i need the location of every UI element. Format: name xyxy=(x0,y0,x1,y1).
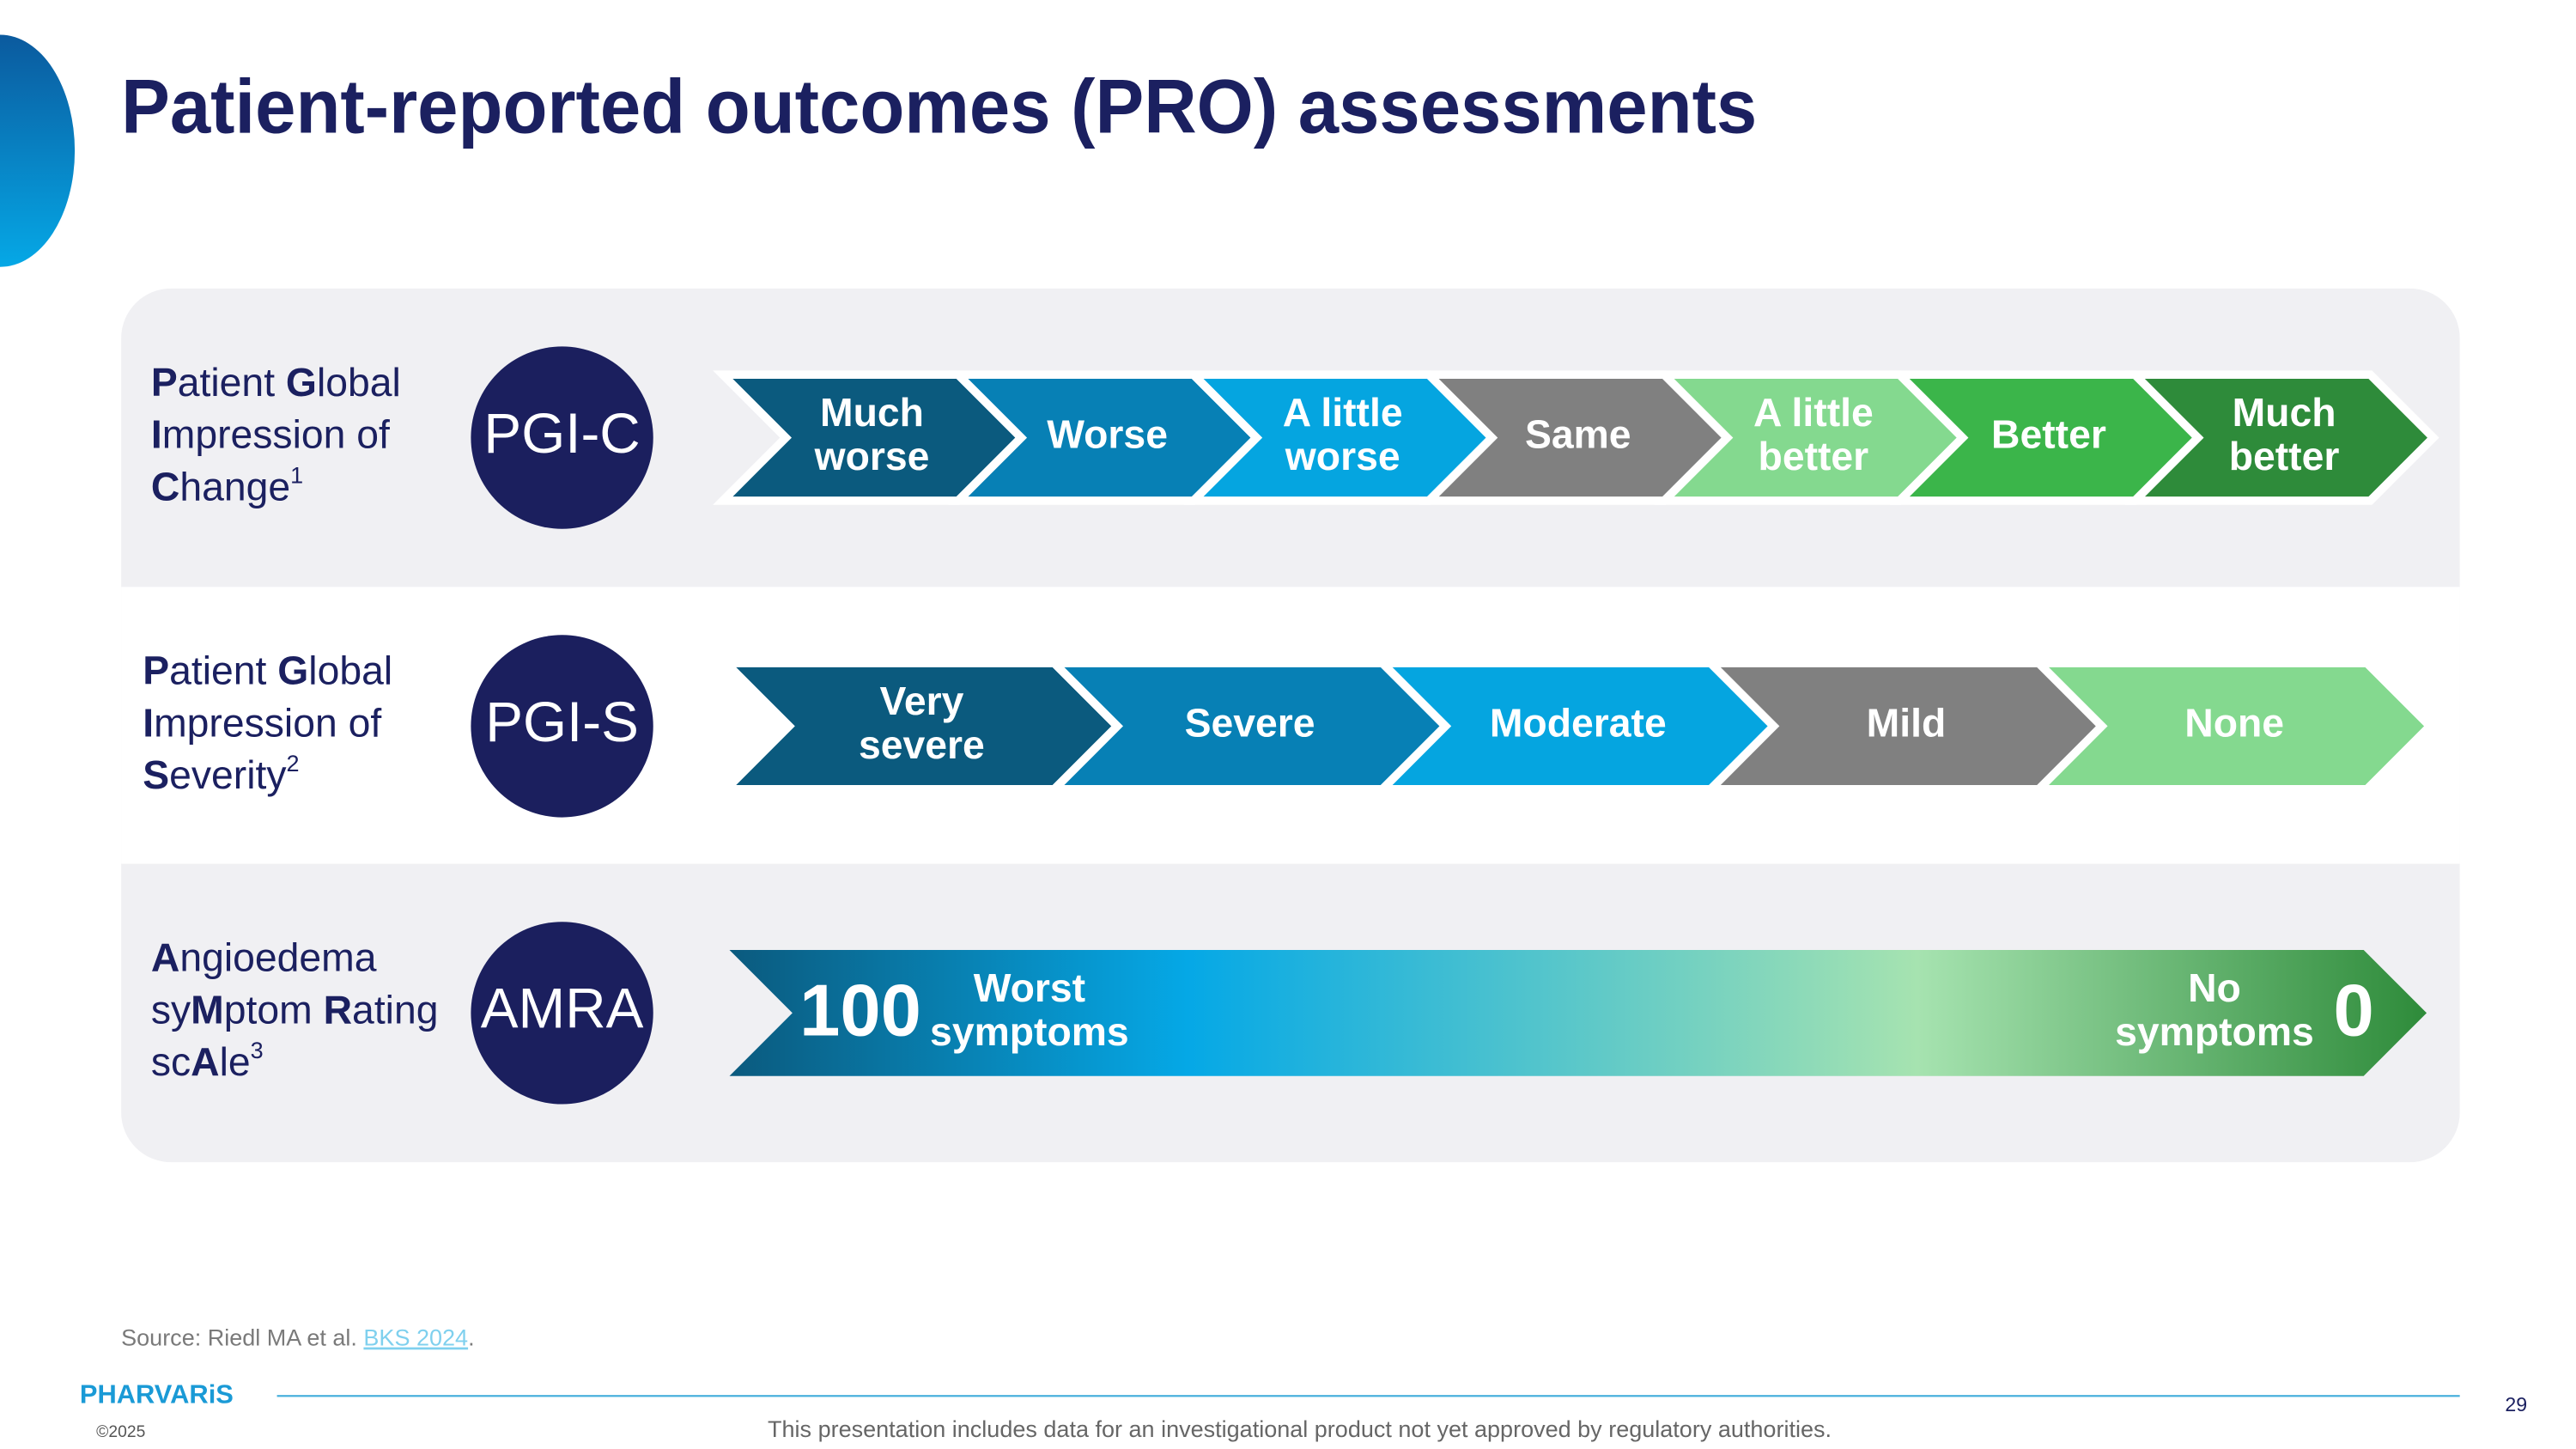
label-segment: atient xyxy=(178,360,286,405)
chevron-label: A little worse xyxy=(1283,390,1403,478)
chevron-label-line: Very xyxy=(879,679,963,723)
logo: PHARVARiS xyxy=(80,1379,234,1409)
scale-right-text: No symptoms xyxy=(2115,965,2314,1054)
chevron-label-line: Much xyxy=(820,390,924,435)
chevron-label: Better xyxy=(1991,412,2106,457)
badge-circle xyxy=(471,922,653,1105)
chevron-label-line: None xyxy=(2184,701,2284,746)
scale-left-text-line: Worst xyxy=(974,965,1085,1010)
badge-text: PGI-C xyxy=(483,402,640,465)
chevron-label: Moderate xyxy=(1490,701,1667,746)
source-text: Source: Riedl MA et al. xyxy=(121,1325,363,1351)
label-segment: ating xyxy=(352,988,438,1032)
chevron-label-line: Much xyxy=(2233,390,2336,435)
scale-right-text-line: symptoms xyxy=(2115,1009,2314,1054)
copyright: ©2025 xyxy=(96,1423,145,1441)
label-segment: 3 xyxy=(251,1038,264,1063)
scale-right-text-line: No xyxy=(2188,965,2241,1010)
label-segment: atient xyxy=(169,648,277,693)
label-segment: 1 xyxy=(290,463,303,489)
scale-left-text: Worst symptoms xyxy=(930,965,1129,1054)
label-segment: lobal xyxy=(317,360,401,405)
row-label: Angioedema syMptom Rating scAle3 xyxy=(151,935,439,1085)
page-number: 29 xyxy=(2505,1393,2527,1416)
badge-circle xyxy=(471,635,653,818)
label-segment: G xyxy=(277,648,308,693)
label-segment: mpression of xyxy=(154,701,381,746)
chevron-label-line: Worse xyxy=(1047,412,1168,457)
label-segment: everity xyxy=(169,752,287,797)
chevron-label-line: worse xyxy=(814,434,930,478)
badge-text: AMRA xyxy=(481,977,644,1040)
label-segment: sy xyxy=(151,988,191,1032)
row-label: Patient Global Impression of Change1 xyxy=(151,360,401,509)
label-segment: ngioedema xyxy=(179,935,376,980)
scale-left-text-line: symptoms xyxy=(930,1009,1129,1054)
chevron-label-line: Severe xyxy=(1185,701,1315,746)
chevron-label-line: severe xyxy=(859,722,985,767)
label-segment: lobal xyxy=(308,648,392,693)
badge-text: PGI-S xyxy=(485,691,639,753)
label-segment: R xyxy=(324,988,352,1032)
badge-circle xyxy=(471,346,653,529)
title: Patient-reported outcomes (PRO) assessme… xyxy=(121,64,1757,149)
chevron-label-line: A little xyxy=(1283,390,1403,435)
label-segment: sc xyxy=(151,1039,191,1084)
chevron xyxy=(2124,370,2439,505)
chevron-label-line: A little xyxy=(1753,390,1874,435)
label-segment: le xyxy=(220,1039,251,1084)
chevron-label: None xyxy=(2184,701,2284,746)
chevron xyxy=(2028,659,2436,794)
label-segment: A xyxy=(151,935,179,980)
chevron-label-line: worse xyxy=(1285,434,1400,478)
source-end: . xyxy=(468,1325,475,1351)
disclaimer: This presentation includes data for an i… xyxy=(768,1416,1832,1442)
chevron-label-line: better xyxy=(1759,434,1869,478)
chevron-label-line: better xyxy=(2229,434,2340,478)
chevron-label: Much worse xyxy=(814,390,930,478)
label-segment: 2 xyxy=(287,751,300,776)
chevron-label-line: Same xyxy=(1525,412,1631,457)
corner-decoration xyxy=(0,34,76,267)
source: Source: Riedl MA et al. BKS 2024. xyxy=(121,1325,474,1351)
chevron-label: Much better xyxy=(2229,390,2340,478)
chevron-label-line: Better xyxy=(1991,412,2106,457)
label-segment: G xyxy=(286,360,317,405)
chevron-label: Very severe xyxy=(859,679,985,767)
label-segment: P xyxy=(151,360,178,405)
chevron-label-line: Mild xyxy=(1867,701,1947,746)
chevron-label: Severe xyxy=(1185,701,1315,746)
label-segment: I xyxy=(143,701,154,746)
label-segment: hange xyxy=(179,465,290,509)
label-segment: ptom xyxy=(224,988,324,1032)
chevron-label: Worse xyxy=(1047,412,1168,457)
label-segment: P xyxy=(143,648,169,693)
label-segment: S xyxy=(143,752,169,797)
chevron-label: Same xyxy=(1525,412,1631,457)
label-segment: I xyxy=(151,412,162,457)
chevron-label: A little better xyxy=(1753,390,1874,478)
scale-right-value: 0 xyxy=(2334,970,2374,1051)
label-segment: A xyxy=(191,1039,219,1084)
chevron-label: Mild xyxy=(1867,701,1947,746)
scale-arrow xyxy=(729,950,2427,1076)
label-segment: mpression of xyxy=(162,412,390,457)
chevron-label-line: Moderate xyxy=(1490,701,1667,746)
source-link[interactable]: BKS 2024 xyxy=(363,1325,468,1351)
label-segment: M xyxy=(191,988,224,1032)
label-segment: C xyxy=(151,465,179,509)
row-label: Patient Global Impression of Severity2 xyxy=(143,648,392,798)
scale-left-value: 100 xyxy=(799,970,921,1051)
